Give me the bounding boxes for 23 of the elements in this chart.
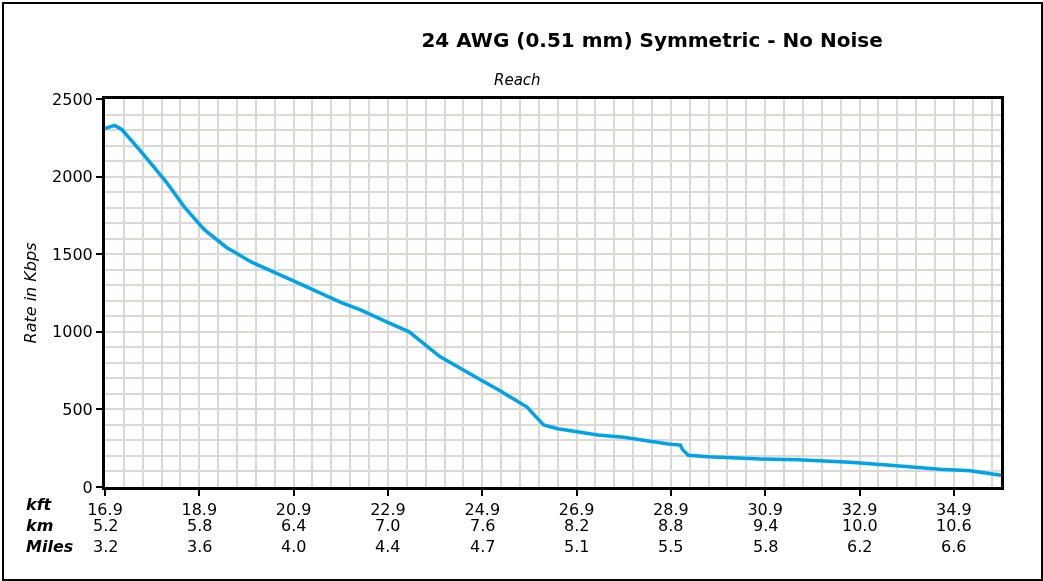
y-tick-label: 2000 bbox=[52, 167, 93, 187]
text: 3.6 bbox=[187, 537, 213, 556]
text: 5.5 bbox=[658, 537, 684, 556]
text: Miles bbox=[26, 537, 74, 556]
y-tick-label: 500 bbox=[62, 400, 93, 419]
x2-axis-title: km bbox=[26, 516, 54, 535]
line-series bbox=[105, 123, 1001, 478]
chart-title: 24 AWG (0.51 mm) Symmetric - No Noise bbox=[421, 27, 883, 52]
text: 4.0 bbox=[281, 537, 307, 556]
text: 4.4 bbox=[375, 537, 401, 556]
y-axis-title: Rate in Kbps bbox=[20, 242, 40, 344]
y-tick-label: 1000 bbox=[52, 322, 93, 342]
chart-subtitle: Reach bbox=[494, 71, 541, 89]
text: 6.6 bbox=[941, 537, 967, 556]
y-tick-label: 0 bbox=[82, 477, 93, 497]
y-tick-label: 1500 bbox=[52, 244, 93, 264]
y-tick-label: 2500 bbox=[52, 89, 93, 109]
text: 6.2 bbox=[847, 537, 873, 556]
text: 3.2 bbox=[93, 537, 119, 556]
x-axis-title: kft bbox=[26, 495, 53, 514]
text: 5.1 bbox=[564, 537, 590, 556]
text: 4.7 bbox=[470, 537, 496, 556]
text: 5.8 bbox=[753, 537, 779, 556]
